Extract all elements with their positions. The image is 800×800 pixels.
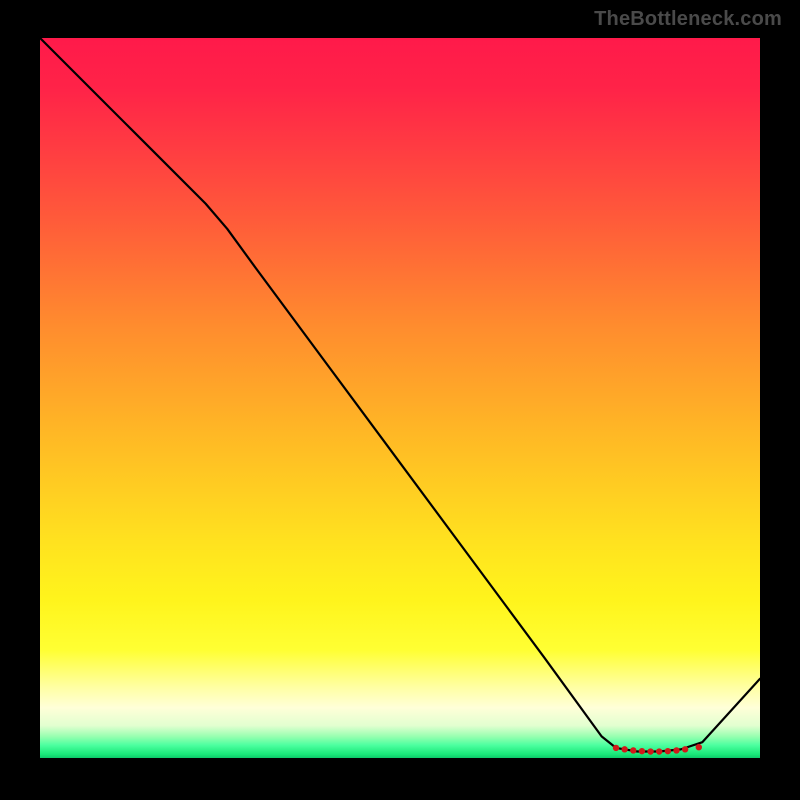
watermark-text: TheBottleneck.com	[594, 8, 782, 31]
chart-svg	[40, 38, 760, 758]
chart-plot-area	[40, 38, 760, 758]
